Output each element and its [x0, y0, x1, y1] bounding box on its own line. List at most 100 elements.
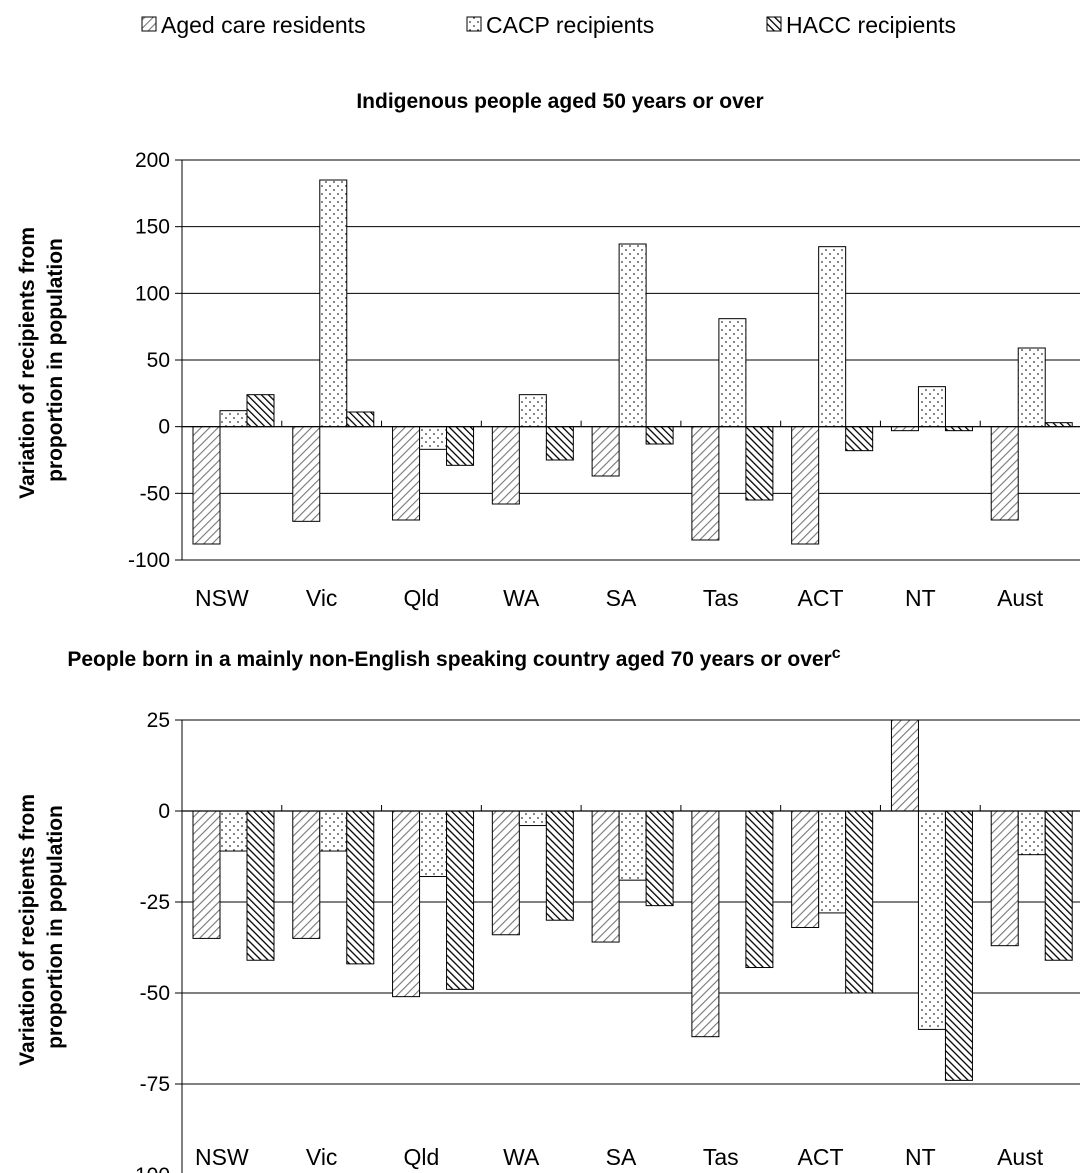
bar-cacp-aust — [1017, 347, 1046, 428]
legend-swatch-aged-care — [141, 16, 157, 32]
y-axis-label: Variation of recipients from proportion … — [16, 221, 67, 499]
bar-aged-care-act — [791, 810, 820, 928]
category-label-nsw: NSW — [195, 585, 249, 611]
y-tick-label: -100 — [128, 549, 170, 572]
bar-aged-care-sa — [591, 810, 620, 943]
bar-cacp-act — [818, 810, 847, 914]
bar-aged-care-vic — [292, 810, 321, 939]
bar-aged-care-tas — [691, 810, 720, 1038]
category-label-qld: Qld — [404, 1144, 440, 1170]
bar-cacp-sa — [618, 243, 647, 428]
bar-aged-care-nt — [890, 719, 919, 812]
category-label-sa: SA — [606, 585, 637, 611]
bar-hacc-vic — [346, 411, 375, 428]
bar-cacp-act — [818, 246, 847, 428]
category-label-vic: Vic — [306, 585, 338, 611]
bar-hacc-wa — [545, 426, 574, 461]
chart-indigenous: Indigenous people aged 50 years or over … — [16, 90, 1080, 611]
category-label-nt: NT — [905, 1144, 936, 1170]
bar-hacc-qld — [446, 810, 475, 990]
bar-cacp-vic — [319, 810, 348, 852]
chart-title-text: People born in a mainly non-English spea… — [67, 648, 831, 671]
bar-cacp-qld — [419, 426, 448, 450]
bar-aged-care-aust — [990, 426, 1019, 521]
bar-aged-care-nsw — [192, 810, 221, 939]
category-label-qld: Qld — [404, 585, 440, 611]
bar-hacc-aust — [1044, 810, 1073, 961]
category-label-nsw: NSW — [195, 1144, 249, 1170]
category-label-sa: SA — [606, 1144, 637, 1170]
bar-cacp-vic — [319, 179, 348, 428]
y-tick-label: -50 — [140, 482, 170, 505]
y-tick-label: 0 — [158, 800, 170, 823]
bar-aged-care-wa — [491, 810, 520, 936]
y-axis-label-line-2: proportion in population — [44, 238, 67, 482]
category-label-wa: WA — [503, 1144, 540, 1170]
legend-label-cacp: CACP recipients — [486, 12, 654, 38]
legend-item-aged-care: Aged care residents — [141, 12, 366, 38]
category-label-nt: NT — [905, 585, 936, 611]
bar-hacc-qld — [446, 426, 475, 466]
bar-aged-care-act — [791, 426, 820, 545]
bar-hacc-nsw — [246, 394, 275, 428]
y-axis-label-line-1: Variation of recipients from — [16, 227, 39, 499]
bar-hacc-wa — [545, 810, 574, 921]
legend-label-aged-care: Aged care residents — [161, 12, 366, 38]
bar-hacc-tas — [745, 810, 774, 969]
chart-title-superscript: c — [832, 645, 841, 662]
category-label-aust: Aust — [997, 1144, 1044, 1170]
y-tick-label: 200 — [135, 149, 170, 172]
legend-item-cacp: CACP recipients — [466, 12, 654, 38]
legend-swatch-cacp — [466, 16, 482, 32]
bar-hacc-vic — [346, 810, 375, 965]
bar-aged-care-vic — [292, 426, 321, 522]
bar-hacc-tas — [745, 426, 774, 501]
bar-hacc-nt — [944, 810, 973, 1081]
chart-title: People born in a mainly non-English spea… — [67, 645, 840, 671]
bar-cacp-tas — [718, 318, 747, 428]
bar-cacp-nsw — [219, 810, 248, 852]
y-tick-label: 0 — [158, 416, 170, 439]
legend-item-hacc: HACC recipients — [766, 12, 956, 38]
category-label-tas: Tas — [703, 1144, 739, 1170]
bar-cacp-sa — [618, 810, 647, 881]
bar-cacp-wa — [518, 394, 547, 428]
y-tick-label: 100 — [135, 282, 170, 305]
bar-hacc-act — [845, 810, 874, 994]
bar-cacp-nt — [917, 810, 946, 1030]
bar-hacc-sa — [645, 810, 674, 907]
bar-cacp-aust — [1017, 810, 1046, 856]
legend-swatch-hacc — [766, 16, 782, 32]
bar-aged-care-tas — [691, 426, 720, 541]
legend: Aged care residents CACP recipients HACC… — [141, 12, 956, 38]
legend-label-hacc: HACC recipients — [786, 12, 956, 38]
bar-hacc-act — [845, 426, 874, 452]
bar-cacp-nt — [917, 386, 946, 428]
bar-aged-care-wa — [491, 426, 520, 505]
y-tick-label: -25 — [140, 891, 170, 914]
y-tick-label: -75 — [140, 1073, 170, 1096]
bar-aged-care-aust — [990, 810, 1019, 947]
bar-aged-care-qld — [392, 426, 421, 521]
category-label-vic: Vic — [306, 1144, 338, 1170]
category-label-act: ACT — [798, 585, 844, 611]
category-label-tas: Tas — [703, 585, 739, 611]
y-axis-label-line-1: Variation of recipients from — [16, 794, 39, 1066]
category-label-act: ACT — [798, 1144, 844, 1170]
y-tick-label: 150 — [135, 216, 170, 239]
category-label-aust: Aust — [997, 585, 1044, 611]
bar-hacc-sa — [645, 426, 674, 445]
chart-title: Indigenous people aged 50 years or over — [356, 90, 763, 113]
bar-aged-care-sa — [591, 426, 620, 477]
y-axis-label: Variation of recipients from proportion … — [16, 788, 67, 1066]
bar-aged-care-nsw — [192, 426, 221, 545]
bar-cacp-qld — [419, 810, 448, 878]
bar-cacp-wa — [518, 810, 547, 827]
category-label-wa: WA — [503, 585, 540, 611]
y-tick-label: -50 — [140, 982, 170, 1005]
bar-aged-care-qld — [392, 810, 421, 998]
y-tick-label: 25 — [147, 709, 170, 732]
bar-hacc-nsw — [246, 810, 275, 961]
y-axis-label-line-2: proportion in population — [44, 805, 67, 1049]
